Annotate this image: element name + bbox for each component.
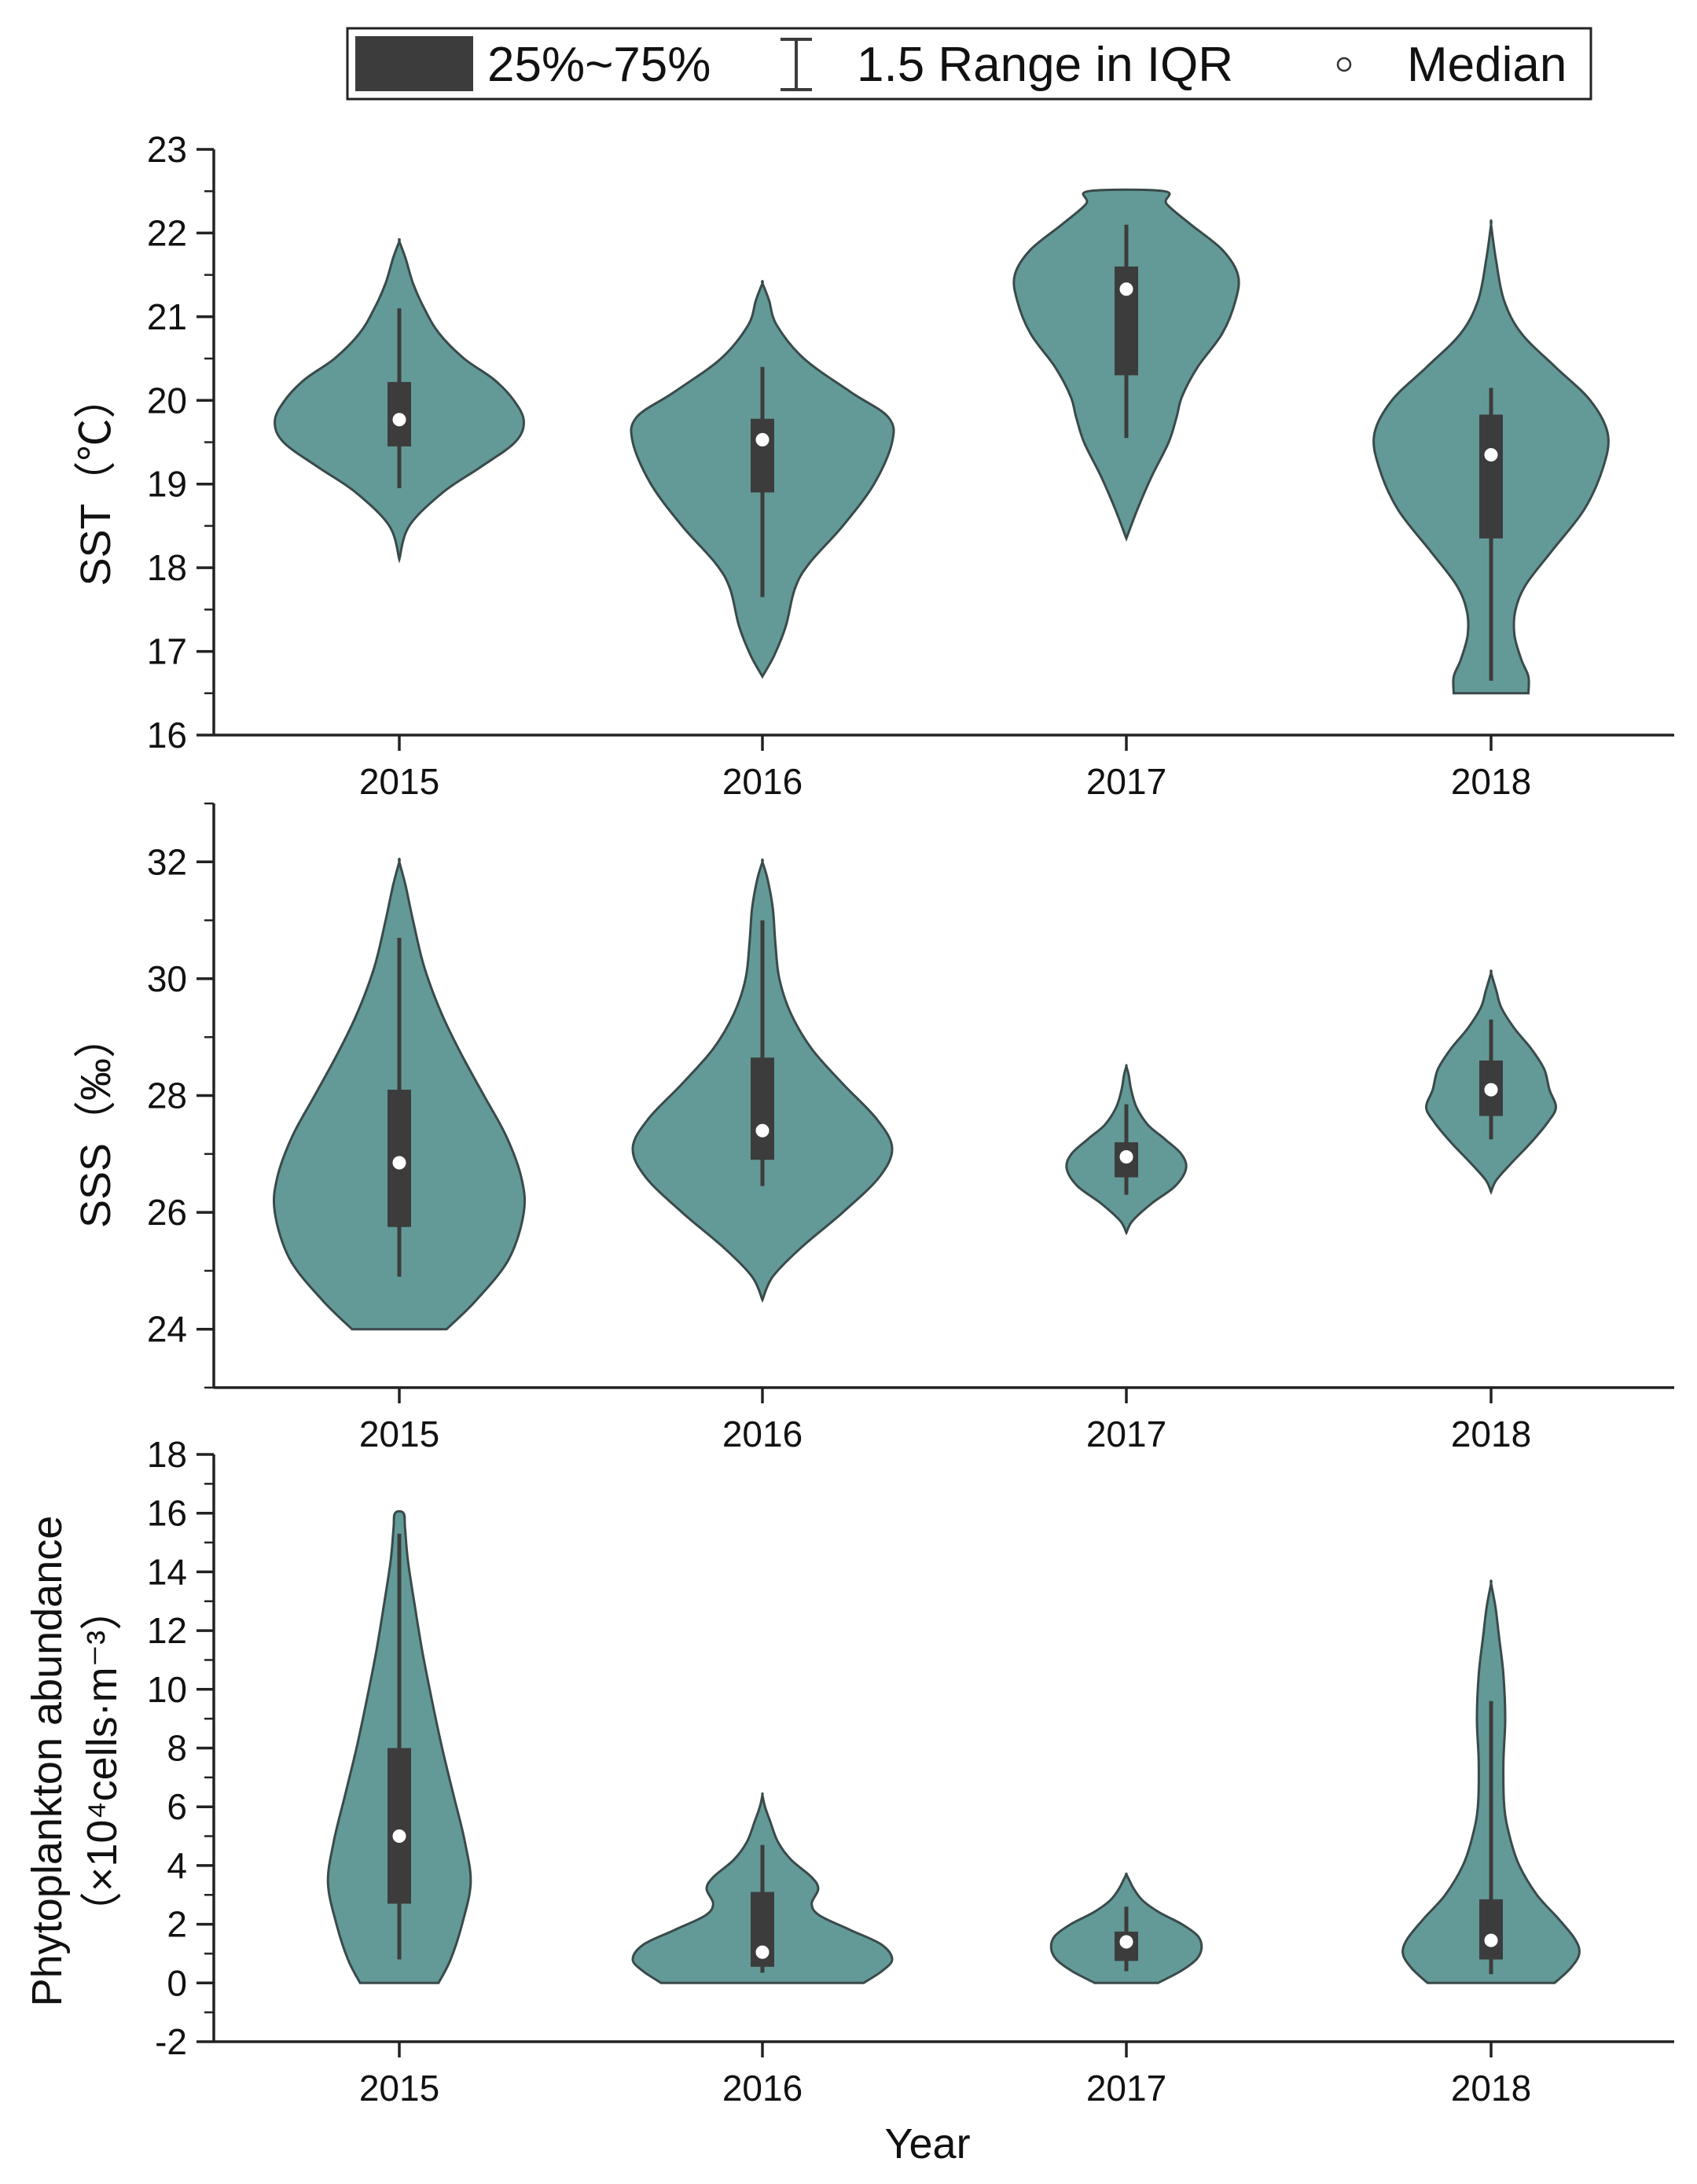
phyto-y-tick-label: 4	[167, 1845, 187, 1886]
sst-x-tick-label-2015: 2015	[359, 761, 439, 802]
sss-panel: SSS（‰） 24 26 28 30 32 2015 2016 2017 2018	[72, 802, 1674, 1454]
phyto-y-tick-label: 14	[147, 1551, 187, 1592]
phyto-y-tick-label: 10	[147, 1669, 187, 1710]
phyto-y-tick-label: 8	[167, 1728, 187, 1769]
phyto-iqr-box-2015	[388, 1748, 411, 1904]
sss-y-tick-label: 24	[147, 1309, 187, 1350]
legend-box-label: 25%~75%	[487, 38, 711, 92]
legend-range-swatch	[781, 38, 812, 91]
phyto-x-tick-label-2017: 2017	[1086, 2068, 1166, 2109]
sst-median-2017	[1119, 282, 1133, 296]
sss-y-tick-label: 26	[147, 1192, 187, 1233]
phyto-median-2016	[755, 1945, 770, 1959]
phyto-x-tick-label-2015: 2015	[359, 2068, 439, 2109]
legend-median-swatch	[1336, 57, 1352, 72]
phyto-y-tick-label: 0	[167, 1962, 187, 2003]
sst-y-tick-label: 20	[147, 380, 187, 421]
sst-y-tick-label: 17	[147, 631, 187, 672]
sst-median-2015	[392, 413, 406, 427]
sst-y-tick-label: 23	[147, 129, 187, 170]
sss-y-tick-label: 28	[147, 1075, 187, 1116]
sst-median-2016	[755, 432, 770, 447]
sss-y-tick-label: 30	[147, 958, 187, 999]
sst-iqr-box-2018	[1479, 414, 1503, 539]
sst-median-2018	[1484, 447, 1498, 461]
sss-y-axis-title: SSS（‰）	[72, 1016, 119, 1228]
phyto-median-2017	[1119, 1935, 1133, 1949]
legend-median-label: Median	[1407, 38, 1567, 92]
phyto-y-tick-label: 16	[147, 1493, 187, 1534]
legend-box-swatch	[355, 36, 473, 91]
phyto-median-2015	[392, 1829, 406, 1844]
sss-x-tick-label-2015: 2015	[359, 1414, 439, 1454]
phyto-x-tick-label-2018: 2018	[1451, 2068, 1531, 2109]
sss-x-tick-label-2017: 2017	[1086, 1414, 1166, 1454]
sst-y-tick-label: 16	[147, 715, 187, 756]
sss-iqr-box-2016	[751, 1057, 774, 1160]
sss-median-2015	[392, 1156, 406, 1170]
phyto-y-tick-label: 18	[147, 1434, 187, 1475]
sst-x-tick-label-2017: 2017	[1086, 761, 1166, 802]
phyto-y-tick-label: -2	[155, 2021, 187, 2062]
sss-y-tick-label: 32	[147, 841, 187, 882]
sst-panel: SST（℃） 16 17 18 19 20 21 22 23 2015 2016 2017 2018	[72, 129, 1674, 802]
sst-x-tick-label-2016: 2016	[722, 761, 803, 802]
sss-x-tick-label-2016: 2016	[722, 1414, 803, 1454]
legend-range-label: 1.5 Range in IQR	[857, 38, 1233, 92]
phytoplankton-y-axis-unit: （×10⁴cells·m⁻³）	[79, 1588, 126, 1934]
sss-median-2017	[1119, 1150, 1133, 1164]
x-axis-title: Year	[884, 2120, 970, 2167]
sst-y-axis-title: SST（℃）	[72, 376, 119, 586]
sss-median-2016	[755, 1123, 770, 1138]
phyto-iqr-box-2018	[1479, 1899, 1503, 1960]
phyto-y-tick-label: 12	[147, 1610, 187, 1651]
phyto-x-tick-label-2016: 2016	[722, 2068, 803, 2109]
phyto-y-tick-label: 6	[167, 1786, 187, 1827]
phytoplankton-y-axis-title: Phytoplankton abundance	[24, 1516, 71, 2007]
sss-x-tick-label-2018: 2018	[1451, 1414, 1531, 1454]
sst-iqr-box-2016	[751, 418, 774, 493]
sst-y-tick-label: 21	[147, 296, 187, 337]
sst-y-tick-label: 22	[147, 212, 187, 253]
sst-y-tick-label: 19	[147, 464, 187, 505]
phytoplankton-panel: Phytoplankton abundance （×10⁴cells·m⁻³） …	[24, 1434, 1674, 2167]
legend: 25%~75% 1.5 Range in IQR Median	[346, 27, 1592, 101]
legend-frame	[346, 27, 1592, 101]
sst-y-tick-label: 18	[147, 547, 187, 588]
phyto-median-2018	[1484, 1933, 1498, 1947]
phyto-y-tick-label: 2	[167, 1904, 187, 1945]
sss-median-2018	[1484, 1083, 1498, 1097]
sst-x-tick-label-2018: 2018	[1451, 761, 1531, 802]
